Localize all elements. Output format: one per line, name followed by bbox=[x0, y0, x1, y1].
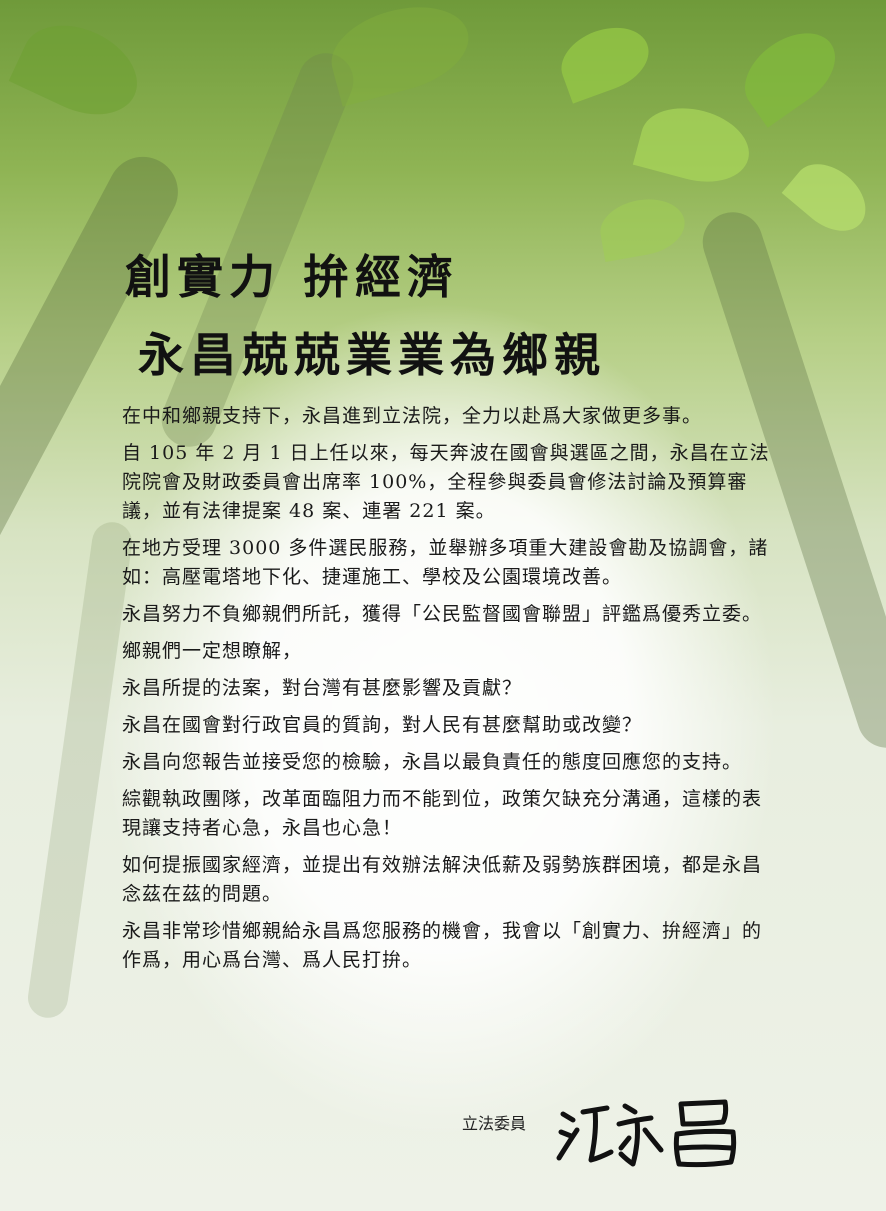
tree-trunk bbox=[25, 519, 135, 1021]
paragraph: 自 105 年 2 月 1 日上任以來，每天奔波在國會與選區之間，永昌在立法院院… bbox=[122, 442, 770, 522]
paragraph: 永昌努力不負鄉親們所託，獲得「公民監督國會聯盟」評鑑爲優秀立委。 bbox=[122, 603, 763, 625]
paragraph: 如何提振國家經濟，並提出有效辦法解決低薪及弱勢族群困境，都是永昌念茲在茲的問題。 bbox=[122, 854, 763, 905]
paragraph: 在中和鄉親支持下，永昌進到立法院，全力以赴爲大家做更多事。 bbox=[122, 405, 703, 427]
leaf bbox=[8, 8, 152, 132]
leaf bbox=[632, 96, 758, 194]
leaf bbox=[322, 0, 478, 107]
signature-title: 立法委員 bbox=[462, 1114, 527, 1133]
leaf bbox=[552, 16, 658, 104]
paragraph: 永昌非常珍惜鄉親給永昌爲您服務的機會，我會以「創實力、拚經濟」的作爲，用心爲台灣… bbox=[122, 920, 763, 971]
paragraph: 鄉親們一定想瞭解， bbox=[122, 640, 303, 662]
handwritten-signature bbox=[556, 1099, 737, 1168]
heading-line-1: 創實力 拚經濟 bbox=[125, 250, 460, 304]
leaf bbox=[781, 150, 879, 245]
paragraph: 在地方受理 3000 多件選民服務，並舉辦多項重大建設會勘及協調會，諸如：高壓電… bbox=[122, 537, 769, 588]
letter-body: 在中和鄉親支持下，永昌進到立法院，全力以赴爲大家做更多事。 自 105 年 2 … bbox=[122, 402, 777, 983]
leaf bbox=[730, 17, 850, 128]
paragraph: 永昌向您報告並接受您的檢驗，永昌以最負責任的態度回應您的支持。 bbox=[122, 751, 743, 773]
heading-line-2: 永昌兢兢業業為鄉親 bbox=[138, 328, 606, 382]
paragraph: 永昌在國會對行政官員的質詢，對人民有甚麼幫助或改變？ bbox=[122, 714, 643, 736]
paragraph: 永昌所提的法案，對台灣有甚麼影響及貢獻？ bbox=[122, 677, 523, 699]
paragraph: 綜觀執政團隊，改革面臨阻力而不能到位，政策欠缺充分溝通，這樣的表現讓支持者心急，… bbox=[122, 788, 763, 839]
